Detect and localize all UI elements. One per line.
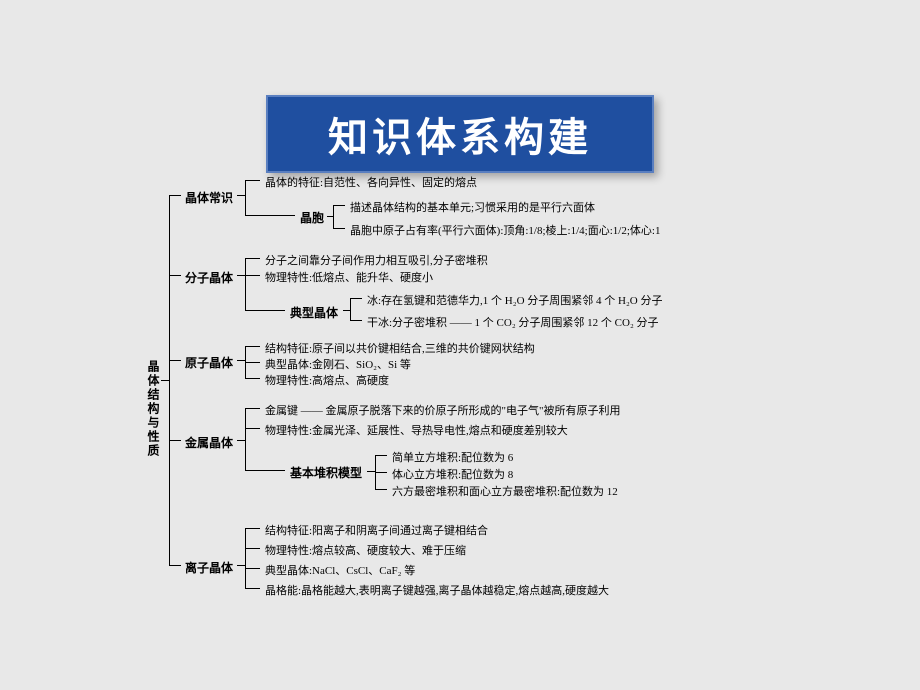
sub-label: 典型晶体 (290, 304, 338, 321)
branch-label: 分子晶体 (185, 269, 233, 286)
leaf-text: 体心立方堆积:配位数为 8 (392, 466, 513, 482)
sub-label: 基本堆积模型 (290, 464, 362, 481)
leaf-text: 六方最密堆积和面心立方最密堆积:配位数为 12 (392, 483, 618, 499)
leaf-text: 典型晶体:NaCl、CsCl、CaF₂ 等 (265, 562, 415, 578)
leaf-text: 结构特征:原子间以共价键相结合,三维的共价键网状结构 (265, 340, 535, 356)
leaf-text: 晶胞中原子占有率(平行六面体):顶角:1/8;棱上:1/4;面心:1/2;体心:… (350, 222, 660, 238)
leaf-text: 物理特性:低熔点、能升华、硬度小 (265, 269, 433, 285)
leaf-text: 简单立方堆积:配位数为 6 (392, 449, 513, 465)
leaf-text: 物理特性:熔点较高、硬度较大、难于压缩 (265, 542, 466, 558)
leaf-text: 典型晶体:金刚石、SiO₂、Si 等 (265, 356, 411, 372)
leaf-text: 冰:存在氢键和范德华力,1 个 H₂O 分子周围紧邻 4 个 H₂O 分子 (367, 292, 663, 308)
leaf-text: 物理特性:高熔点、高硬度 (265, 372, 389, 388)
tree-diagram: 晶体结构与性质 晶体常识 晶体的特征:自范性、各向异性、固定的熔点 晶胞 描述晶… (145, 180, 905, 630)
sub-label: 晶胞 (300, 209, 324, 226)
root-label: 晶体结构与性质 (145, 360, 162, 458)
leaf-text: 晶体的特征:自范性、各向异性、固定的熔点 (265, 174, 477, 190)
leaf-text: 金属键 —— 金属原子脱落下来的价原子所形成的"电子气"被所有原子利用 (265, 402, 620, 418)
leaf-text: 干冰:分子密堆积 —— 1 个 CO₂ 分子周围紧邻 12 个 CO₂ 分子 (367, 314, 659, 330)
page-title: 知识体系构建 (328, 105, 592, 163)
title-banner: 知识体系构建 (266, 95, 654, 173)
branch-label: 晶体常识 (185, 189, 233, 206)
branch-label: 原子晶体 (185, 354, 233, 371)
leaf-text: 物理特性:金属光泽、延展性、导热导电性,熔点和硬度差别较大 (265, 422, 568, 438)
leaf-text: 描述晶体结构的基本单元;习惯采用的是平行六面体 (350, 199, 595, 215)
leaf-text: 结构特征:阳离子和阴离子间通过离子键相结合 (265, 522, 488, 538)
leaf-text: 晶格能:晶格能越大,表明离子键越强,离子晶体越稳定,熔点越高,硬度越大 (265, 582, 609, 598)
branch-label: 金属晶体 (185, 434, 233, 451)
leaf-text: 分子之间靠分子间作用力相互吸引,分子密堆积 (265, 252, 488, 268)
branch-label: 离子晶体 (185, 559, 233, 576)
